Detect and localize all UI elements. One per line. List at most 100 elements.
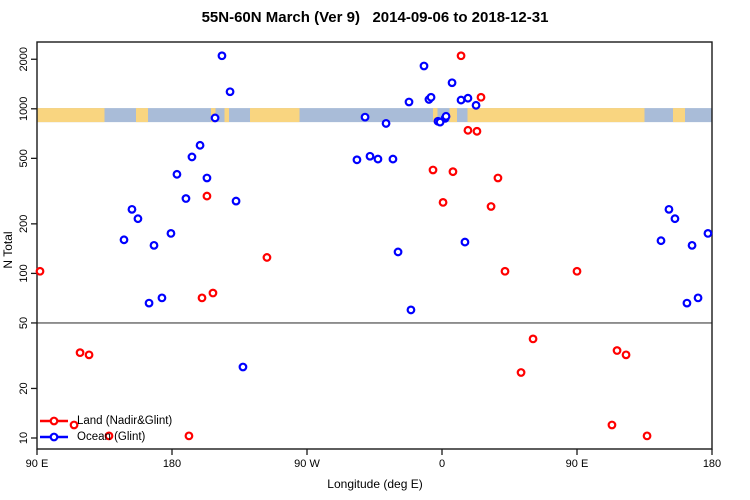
data-point-ocean [463, 93, 473, 103]
data-point-ocean [238, 362, 248, 372]
x-axis-label: Longitude (deg E) [327, 477, 423, 491]
data-point-ocean [181, 194, 191, 203]
data-point-ocean [210, 113, 220, 123]
map-strip-land-segment [433, 108, 438, 123]
data-point-ocean [365, 151, 375, 161]
data-point-ocean [664, 204, 674, 214]
data-point-ocean [360, 112, 370, 122]
map-strip-land-segment [449, 108, 457, 123]
data-point-ocean [127, 204, 137, 214]
data-point-land [621, 350, 631, 360]
x-tick-label: 180 [703, 458, 721, 470]
data-point-ocean [460, 237, 470, 247]
data-point-land [202, 191, 212, 201]
data-point-land [75, 348, 85, 358]
data-point-land [262, 253, 272, 262]
map-strip-land-segment [136, 108, 148, 123]
map-strip-land-segment [224, 108, 229, 123]
data-point-ocean [202, 173, 212, 183]
data-point-ocean [373, 154, 383, 164]
data-point-ocean [406, 305, 416, 315]
data-point-land [84, 350, 94, 360]
data-point-ocean [172, 169, 182, 179]
data-point-ocean [682, 298, 692, 308]
data-point-ocean [195, 140, 205, 150]
data-point-land [456, 51, 466, 61]
data-point-ocean [225, 87, 235, 97]
data-point-land [516, 368, 526, 377]
data-point-ocean [393, 247, 403, 257]
legend-marker-circle [49, 432, 59, 442]
y-tick-label: 20 [18, 382, 30, 394]
data-point-land [476, 92, 486, 102]
map-strip-land-segment [673, 108, 685, 123]
data-point-land [35, 266, 45, 276]
data-point-land [486, 202, 496, 211]
data-point-land [528, 334, 538, 344]
data-point-ocean [144, 298, 154, 308]
data-point-ocean [133, 214, 143, 224]
data-point-ocean [687, 240, 697, 250]
map-strip-land-segment [250, 108, 300, 123]
data-point-land [69, 420, 79, 430]
data-point-ocean [693, 293, 703, 303]
y-tick-label: 100 [18, 264, 30, 282]
data-point-ocean [404, 97, 414, 107]
y-axis-label: N Total [1, 231, 15, 269]
data-point-ocean [352, 155, 362, 165]
y-tick-label: 2000 [18, 47, 30, 71]
data-point-land [448, 167, 458, 177]
data-point-land [500, 266, 510, 276]
data-point-ocean [670, 214, 680, 224]
data-point-ocean [703, 228, 713, 238]
data-point-land [642, 431, 652, 441]
data-point-ocean [381, 119, 391, 128]
data-point-ocean [217, 51, 227, 61]
data-point-ocean [166, 228, 176, 238]
data-point-land [612, 346, 622, 355]
data-point-ocean [157, 293, 167, 303]
plot-box [36, 41, 713, 450]
legend-label-ocean: Ocean (Glint) [77, 431, 146, 443]
y-tick-label: 500 [18, 149, 30, 167]
legend-marker-circle [49, 416, 59, 426]
y-tick-label: 50 [18, 317, 30, 329]
data-point-land [472, 126, 482, 136]
data-point-ocean [231, 196, 241, 206]
chart-title: 55N-60N March (Ver 9) 2014-09-06 to 2018… [201, 9, 549, 26]
y-tick-label: 200 [18, 215, 30, 233]
x-tick-label: 0 [439, 458, 445, 470]
map-strip-land-segment [37, 108, 105, 123]
x-tick-label: 90 E [566, 458, 589, 470]
data-point-ocean [456, 95, 466, 105]
data-point-ocean [187, 152, 197, 162]
data-point-land [463, 125, 473, 135]
data-point-ocean [471, 100, 481, 110]
data-point-land [184, 431, 194, 441]
data-point-ocean [447, 78, 457, 88]
data-point-ocean [119, 235, 129, 245]
data-point-ocean [426, 92, 436, 102]
x-tick-label: 90 W [294, 458, 320, 470]
data-point-land [208, 288, 218, 298]
data-point-ocean [441, 111, 451, 121]
data-point-ocean [388, 154, 398, 164]
data-point-land [607, 420, 617, 430]
data-point-land [197, 293, 207, 303]
legend-label-land: Land (Nadir&Glint) [77, 415, 173, 427]
data-point-ocean [149, 240, 159, 250]
x-tick-label: 90 E [26, 458, 49, 470]
data-point-land [438, 197, 448, 207]
data-point-ocean [435, 117, 445, 127]
data-point-land [493, 173, 503, 183]
data-point-land [572, 266, 582, 276]
map-strip-land-segment [467, 108, 645, 123]
y-tick-label: 10 [18, 432, 30, 444]
data-point-land [428, 165, 438, 175]
x-tick-label: 180 [163, 458, 181, 470]
y-tick-label: 1000 [18, 97, 30, 121]
data-point-ocean [656, 236, 666, 246]
data-point-ocean [419, 61, 429, 71]
